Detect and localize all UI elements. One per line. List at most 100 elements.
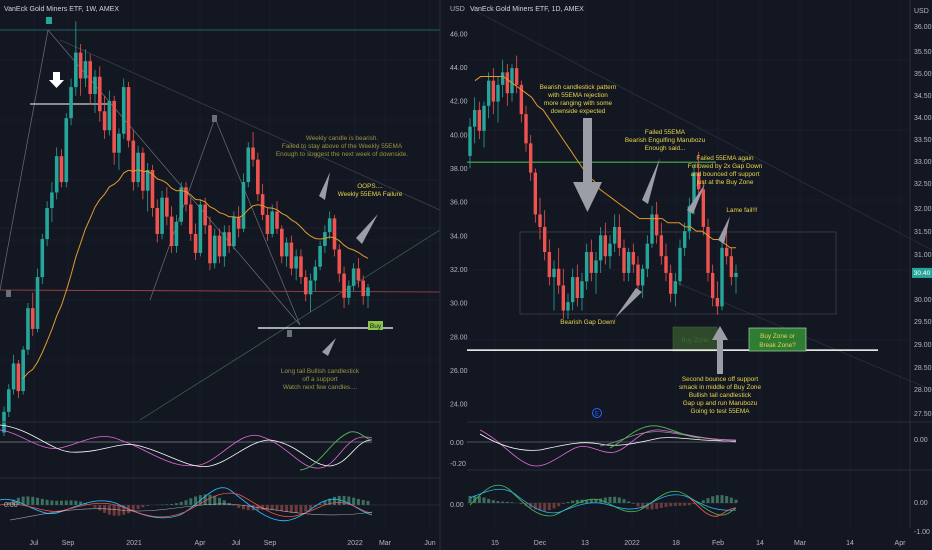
left-time-axis[interactable]: Jul Sep 2021 Apr Jul Sep 2022 Mar Jun bbox=[30, 540, 436, 547]
candle bbox=[580, 272, 584, 311]
histogram-bar bbox=[631, 503, 635, 505]
outer-price-tick: 30.00 bbox=[914, 297, 932, 304]
earnings-marker-icon[interactable] bbox=[592, 408, 602, 418]
histogram-bar bbox=[74, 500, 78, 505]
histogram-bar bbox=[337, 495, 341, 505]
candle bbox=[477, 101, 482, 140]
candle bbox=[6, 384, 11, 417]
histogram-bar bbox=[347, 496, 351, 505]
candle bbox=[323, 225, 327, 253]
histogram-bar bbox=[687, 503, 691, 506]
candle bbox=[246, 142, 251, 188]
histogram-bar bbox=[575, 499, 579, 503]
weekly-candle-note: Weekly candle is bearish. Failed to stay… bbox=[276, 135, 408, 158]
histogram-bar bbox=[299, 505, 303, 513]
candle bbox=[318, 240, 322, 271]
histogram-bar bbox=[170, 503, 174, 505]
histogram-bar bbox=[131, 505, 135, 512]
outer-price-tick: 0.00 bbox=[914, 500, 928, 507]
histogram-bar bbox=[664, 503, 668, 507]
candle bbox=[303, 270, 308, 302]
second-bounce-line: Going to test 55EMA bbox=[691, 408, 751, 415]
time-tick-label: Feb bbox=[712, 540, 724, 547]
down-arrow-icon bbox=[573, 118, 602, 212]
outer-price-tick: 34.00 bbox=[914, 115, 932, 122]
time-tick-label: Jul bbox=[232, 540, 241, 547]
candle bbox=[491, 68, 496, 115]
outer-price-tick: 0.00 bbox=[914, 437, 928, 444]
daily-55ema-line bbox=[474, 76, 736, 249]
price-tick-label: 24.00 bbox=[450, 402, 468, 409]
histogram-bar bbox=[650, 503, 654, 510]
event-flag-icon[interactable] bbox=[6, 290, 11, 297]
candle bbox=[337, 244, 342, 283]
candle bbox=[69, 78, 73, 126]
histogram-bar bbox=[622, 499, 626, 503]
candle bbox=[542, 210, 547, 261]
event-flag-icon[interactable] bbox=[287, 330, 292, 337]
histogram-bar bbox=[594, 499, 598, 503]
histogram-bar bbox=[366, 500, 370, 505]
candle bbox=[603, 222, 608, 265]
candle bbox=[284, 237, 289, 267]
candle bbox=[547, 239, 552, 286]
weekly-candles bbox=[2, 21, 370, 436]
outer-price-tick: USD bbox=[914, 8, 929, 15]
oops-note: OOPS.... Weekly 55EMA Failure bbox=[338, 183, 403, 198]
histogram-bar bbox=[603, 497, 607, 503]
second-bounce-line: Second bounce off support bbox=[682, 376, 758, 383]
event-flag-icon[interactable] bbox=[212, 115, 217, 122]
candle bbox=[236, 206, 241, 238]
time-tick-label: Apr bbox=[895, 540, 907, 547]
price-tick-label: 42.00 bbox=[450, 99, 468, 106]
candle bbox=[74, 21, 78, 96]
buy-zone-small-label: Buy Zone bbox=[681, 337, 709, 344]
failed-again-note: Failed 55EMA again Followed by 2x Gap Do… bbox=[688, 155, 763, 186]
time-tick-label: 14 bbox=[756, 540, 764, 547]
histogram-bar bbox=[683, 503, 687, 506]
price-tick-label: 28.00 bbox=[450, 334, 468, 341]
histogram-bar bbox=[146, 505, 150, 506]
histogram-bar bbox=[69, 500, 73, 505]
candle bbox=[112, 95, 116, 165]
candle bbox=[131, 130, 136, 191]
histogram-bar bbox=[655, 503, 659, 509]
right-outer-price-axis[interactable]: USD 36.00 35.50 35.00 34.50 34.00 33.50 33.00 32… bbox=[909, 0, 932, 536]
right-price-axis-inner[interactable]: 46.00 44.00 42.00 40.00 38.00 36.00 34.00 32.00… bbox=[450, 31, 468, 408]
histogram-bar bbox=[361, 500, 365, 505]
candle bbox=[169, 206, 174, 253]
daily-chart-panel[interactable]: 46.00 44.00 42.00 40.00 38.00 36.00 34.00 32.00… bbox=[4, 0, 932, 547]
histogram-bar bbox=[222, 500, 226, 505]
histogram-bar bbox=[318, 503, 322, 505]
candle bbox=[500, 59, 505, 98]
second-bounce-line: smack in middle of Buy Zone bbox=[679, 384, 761, 391]
histogram-bar bbox=[510, 502, 514, 503]
candle bbox=[496, 76, 500, 123]
candle bbox=[561, 268, 566, 319]
candle bbox=[126, 81, 131, 148]
histogram-bar bbox=[112, 505, 116, 516]
outer-price-tick: 32.50 bbox=[914, 181, 932, 188]
lame-fail-note: Lame fail!!! bbox=[726, 207, 757, 214]
candle bbox=[654, 201, 659, 244]
candle bbox=[366, 284, 370, 309]
histogram-bar bbox=[477, 496, 481, 503]
arrow-icon bbox=[642, 158, 660, 204]
price-tick-label: 46.00 bbox=[450, 31, 468, 38]
histogram-bar bbox=[294, 505, 298, 514]
histogram-bar bbox=[83, 503, 87, 505]
failed-55ema-note: Failed 55EMA Bearish Engulfing Marubozu … bbox=[625, 129, 706, 152]
candle bbox=[575, 264, 580, 307]
histogram-bar bbox=[473, 495, 477, 503]
event-flag-icon[interactable] bbox=[46, 17, 52, 24]
candle bbox=[59, 149, 64, 188]
bearish-pattern-line: downside expected bbox=[551, 108, 606, 115]
weekly-chart-panel[interactable]: VanEck Gold Miners ETF, 1W, AMEX Weekly … bbox=[0, 0, 441, 547]
histogram-bar bbox=[328, 498, 332, 505]
right-oscillator-1: E 0.00 -0.20 bbox=[450, 408, 932, 468]
right-time-axis[interactable]: 15 Dec 13 2022 18 Feb 14 Mar 14 Apr bbox=[491, 540, 906, 547]
oops-line: OOPS.... bbox=[357, 183, 383, 190]
bearish-pattern-line: Bearish candlestick pattern bbox=[540, 84, 617, 91]
histogram-bar bbox=[669, 503, 673, 507]
